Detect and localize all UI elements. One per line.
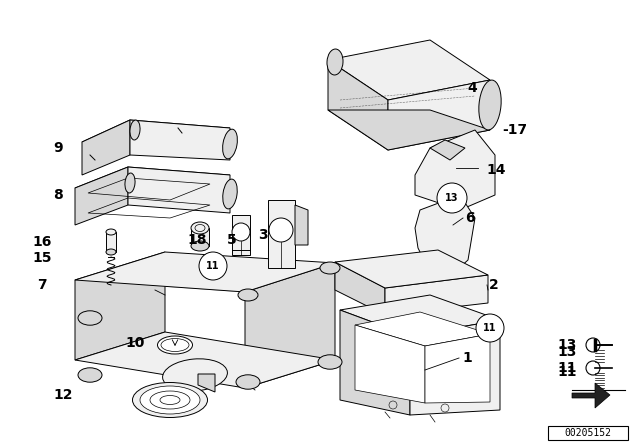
Polygon shape bbox=[328, 110, 490, 150]
Ellipse shape bbox=[132, 383, 207, 418]
Polygon shape bbox=[415, 195, 475, 278]
Text: 13: 13 bbox=[557, 345, 577, 359]
Polygon shape bbox=[572, 383, 610, 408]
Text: 6: 6 bbox=[465, 211, 475, 225]
Ellipse shape bbox=[479, 80, 501, 130]
Polygon shape bbox=[82, 120, 230, 150]
Text: 14: 14 bbox=[486, 163, 506, 177]
Ellipse shape bbox=[163, 359, 227, 391]
Ellipse shape bbox=[106, 249, 116, 255]
Text: 11: 11 bbox=[557, 365, 577, 379]
Polygon shape bbox=[128, 167, 230, 213]
Text: 8: 8 bbox=[53, 188, 63, 202]
Ellipse shape bbox=[191, 241, 209, 251]
Polygon shape bbox=[340, 295, 500, 336]
Ellipse shape bbox=[320, 262, 340, 274]
Polygon shape bbox=[410, 320, 500, 415]
Text: 15: 15 bbox=[32, 251, 52, 265]
Polygon shape bbox=[428, 258, 445, 274]
Text: 7: 7 bbox=[37, 278, 47, 292]
Polygon shape bbox=[75, 252, 165, 360]
Ellipse shape bbox=[130, 120, 140, 140]
Polygon shape bbox=[328, 40, 490, 100]
Circle shape bbox=[232, 223, 250, 241]
Polygon shape bbox=[198, 374, 215, 392]
Text: 11: 11 bbox=[557, 361, 577, 375]
Text: 1: 1 bbox=[462, 351, 472, 365]
Text: 18: 18 bbox=[188, 233, 207, 247]
Polygon shape bbox=[245, 263, 335, 388]
Circle shape bbox=[199, 252, 227, 280]
Ellipse shape bbox=[157, 336, 193, 354]
Ellipse shape bbox=[78, 368, 102, 382]
Polygon shape bbox=[355, 325, 425, 403]
Text: 10: 10 bbox=[125, 336, 145, 350]
Polygon shape bbox=[340, 310, 410, 415]
Text: 16: 16 bbox=[32, 235, 52, 249]
Polygon shape bbox=[75, 332, 335, 388]
FancyBboxPatch shape bbox=[548, 426, 628, 440]
Polygon shape bbox=[335, 250, 488, 288]
Polygon shape bbox=[385, 275, 488, 315]
Ellipse shape bbox=[125, 173, 135, 193]
Text: 12: 12 bbox=[53, 388, 73, 402]
Polygon shape bbox=[75, 167, 128, 225]
Circle shape bbox=[476, 314, 504, 342]
Text: 11: 11 bbox=[206, 261, 220, 271]
Polygon shape bbox=[130, 120, 230, 160]
Ellipse shape bbox=[191, 222, 209, 234]
Polygon shape bbox=[430, 140, 465, 160]
Ellipse shape bbox=[140, 386, 200, 414]
Polygon shape bbox=[388, 80, 490, 150]
Polygon shape bbox=[82, 120, 130, 175]
Bar bbox=[191, 228, 209, 246]
Ellipse shape bbox=[106, 229, 116, 235]
Ellipse shape bbox=[223, 129, 237, 159]
Text: 11: 11 bbox=[483, 323, 497, 333]
Text: 9: 9 bbox=[53, 141, 63, 155]
Polygon shape bbox=[335, 262, 385, 315]
Polygon shape bbox=[268, 200, 295, 268]
Text: -17: -17 bbox=[502, 123, 527, 137]
Text: 2: 2 bbox=[489, 278, 499, 292]
Ellipse shape bbox=[78, 311, 102, 325]
Ellipse shape bbox=[238, 289, 258, 301]
Ellipse shape bbox=[236, 375, 260, 389]
Text: 13: 13 bbox=[557, 338, 577, 352]
Text: 13: 13 bbox=[445, 193, 459, 203]
Polygon shape bbox=[75, 167, 230, 196]
Ellipse shape bbox=[223, 179, 237, 209]
Polygon shape bbox=[232, 215, 250, 255]
Ellipse shape bbox=[327, 49, 343, 75]
Polygon shape bbox=[415, 130, 495, 210]
Ellipse shape bbox=[318, 355, 342, 369]
Text: 4: 4 bbox=[467, 81, 477, 95]
Polygon shape bbox=[328, 60, 388, 150]
Polygon shape bbox=[295, 205, 308, 245]
Polygon shape bbox=[425, 334, 490, 403]
Polygon shape bbox=[355, 312, 490, 346]
Circle shape bbox=[269, 218, 293, 242]
Text: 3: 3 bbox=[258, 228, 268, 242]
Circle shape bbox=[437, 183, 467, 213]
Bar bbox=[106, 232, 116, 252]
Text: 5: 5 bbox=[227, 233, 237, 247]
Text: 00205152: 00205152 bbox=[564, 428, 611, 438]
Polygon shape bbox=[75, 252, 335, 292]
